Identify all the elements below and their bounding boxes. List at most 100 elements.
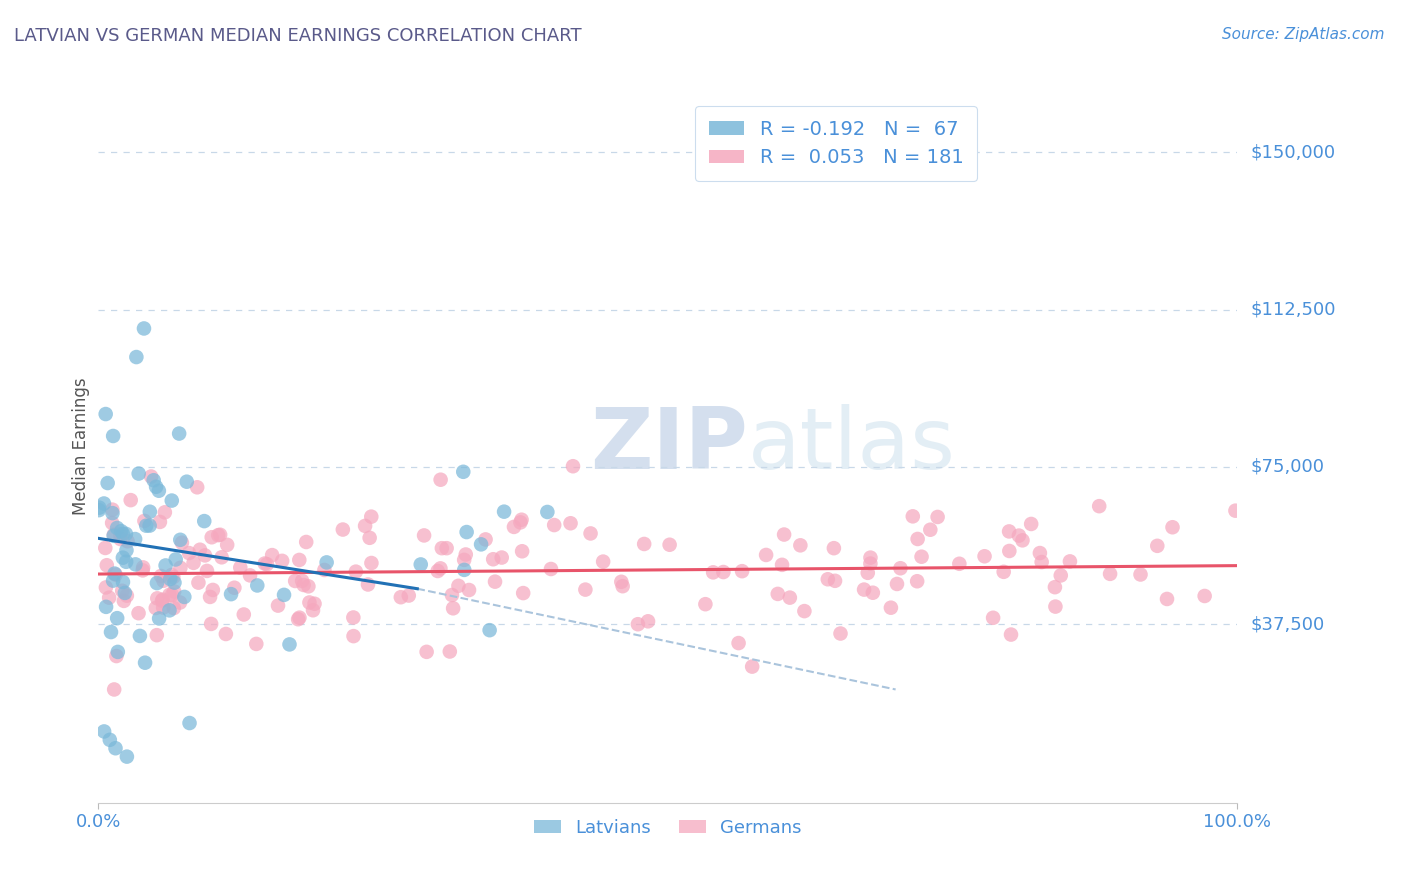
Point [288, 553, 311, 567]
Point [159, 572, 181, 586]
Point [478, 623, 501, 637]
Point [110, 532, 132, 546]
Point [155, 558, 177, 573]
Point [104, 566, 127, 581]
Point [153, 505, 176, 519]
Point [101, 429, 124, 443]
Point [1156, 591, 1178, 606]
Point [817, 572, 839, 586]
Point [357, 577, 380, 591]
Point [886, 577, 908, 591]
Point [389, 591, 412, 605]
Text: $112,500: $112,500 [1251, 301, 1337, 318]
Point [149, 515, 172, 529]
Point [288, 610, 311, 624]
Text: ZIP: ZIP [591, 404, 748, 488]
Point [94, 599, 117, 614]
Point [111, 575, 134, 590]
Point [163, 584, 186, 599]
Point [543, 518, 565, 533]
Point [129, 629, 152, 643]
Point [292, 578, 315, 592]
Point [160, 493, 183, 508]
Point [239, 568, 262, 582]
Point [195, 564, 218, 578]
Point [142, 473, 165, 487]
Point [120, 493, 142, 508]
Legend: Latvians, Germans: Latvians, Germans [527, 812, 808, 844]
Point [415, 645, 437, 659]
Point [132, 563, 155, 577]
Point [1161, 520, 1184, 534]
Point [246, 578, 269, 592]
Point [1029, 546, 1052, 560]
Point [1008, 528, 1031, 542]
Point [1225, 504, 1247, 518]
Point [910, 549, 932, 564]
Point [160, 568, 183, 582]
Point [209, 528, 232, 542]
Point [727, 636, 749, 650]
Point [853, 582, 876, 597]
Point [1045, 599, 1067, 614]
Point [132, 560, 155, 574]
Point [830, 626, 852, 640]
Point [484, 574, 506, 589]
Point [1000, 627, 1022, 641]
Point [107, 645, 129, 659]
Point [110, 527, 132, 541]
Point [211, 550, 233, 565]
Point [267, 599, 290, 613]
Point [201, 582, 224, 597]
Point [907, 532, 929, 546]
Point [135, 518, 157, 533]
Point [159, 603, 181, 617]
Text: $150,000: $150,000 [1251, 143, 1336, 161]
Point [94, 541, 117, 555]
Point [169, 595, 191, 609]
Point [176, 475, 198, 489]
Point [97, 475, 120, 490]
Point [139, 469, 162, 483]
Point [470, 537, 492, 551]
Point [188, 542, 211, 557]
Point [124, 558, 146, 572]
Point [124, 532, 146, 546]
Point [219, 587, 242, 601]
Point [165, 552, 187, 566]
Point [454, 548, 477, 562]
Point [224, 581, 246, 595]
Point [474, 533, 496, 547]
Point [194, 549, 217, 563]
Point [115, 749, 138, 764]
Point [1031, 555, 1053, 569]
Point [125, 350, 148, 364]
Point [103, 682, 125, 697]
Point [101, 516, 124, 530]
Point [905, 574, 928, 589]
Point [186, 480, 208, 494]
Point [232, 607, 254, 622]
Point [429, 473, 451, 487]
Point [592, 555, 614, 569]
Point [262, 548, 284, 562]
Point [217, 538, 239, 552]
Point [426, 564, 449, 578]
Point [284, 574, 307, 588]
Point [610, 574, 633, 589]
Point [1011, 533, 1033, 548]
Point [132, 321, 155, 335]
Point [152, 592, 174, 607]
Point [103, 527, 125, 541]
Point [1019, 516, 1042, 531]
Point [702, 566, 724, 580]
Point [169, 561, 191, 575]
Point [111, 527, 134, 541]
Point [115, 527, 138, 541]
Text: atlas: atlas [748, 404, 956, 488]
Point [253, 557, 276, 571]
Point [332, 523, 354, 537]
Point [215, 627, 238, 641]
Point [1099, 566, 1122, 581]
Point [159, 588, 181, 602]
